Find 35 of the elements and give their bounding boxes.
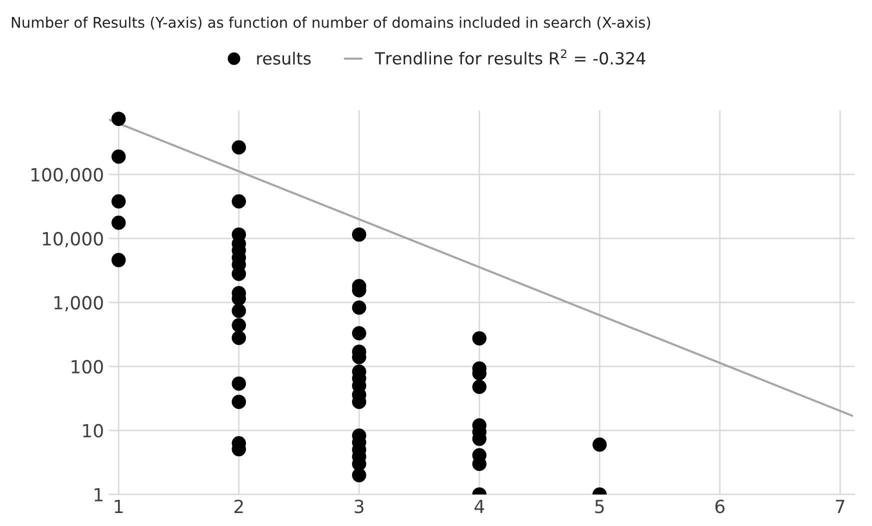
y-tick-label: 100 <box>72 360 103 374</box>
x-tick-label: 3 <box>354 500 364 514</box>
x-tick-label: 1 <box>114 500 123 514</box>
y-tick-label: 1 <box>94 488 102 502</box>
point <box>352 227 366 242</box>
point <box>352 326 366 340</box>
point <box>232 394 246 409</box>
point <box>232 330 246 345</box>
y-tick-label: 1,000 <box>54 296 103 312</box>
point <box>472 331 486 346</box>
y-tick-label: 10 <box>83 424 103 438</box>
x-tick-label: 6 <box>715 500 724 514</box>
point <box>592 438 607 452</box>
point <box>112 112 126 126</box>
point <box>232 318 246 332</box>
point <box>112 216 126 230</box>
legend-label: results <box>257 52 311 65</box>
point <box>352 300 366 315</box>
x-tick-label: 5 <box>595 500 604 514</box>
point <box>232 376 246 391</box>
point <box>232 140 246 154</box>
point <box>352 468 366 482</box>
point <box>232 304 246 318</box>
y-tick-label: 100,000 <box>31 168 103 184</box>
chart-title: Number of Results (Y-axis) as function of number of domains included in search (X-axis) <box>12 16 650 30</box>
point <box>232 194 246 208</box>
point <box>112 252 126 268</box>
point <box>112 150 126 164</box>
legend-label: Trendline for results R$^{2}$ = -0.324 <box>374 49 646 65</box>
y-tick-label: 10,000 <box>42 232 103 248</box>
point <box>112 194 126 208</box>
x-tick-label: 7 <box>836 500 844 514</box>
x-tick-label: 4 <box>474 500 484 514</box>
x-tick-label: 2 <box>234 500 243 514</box>
point <box>472 380 486 394</box>
